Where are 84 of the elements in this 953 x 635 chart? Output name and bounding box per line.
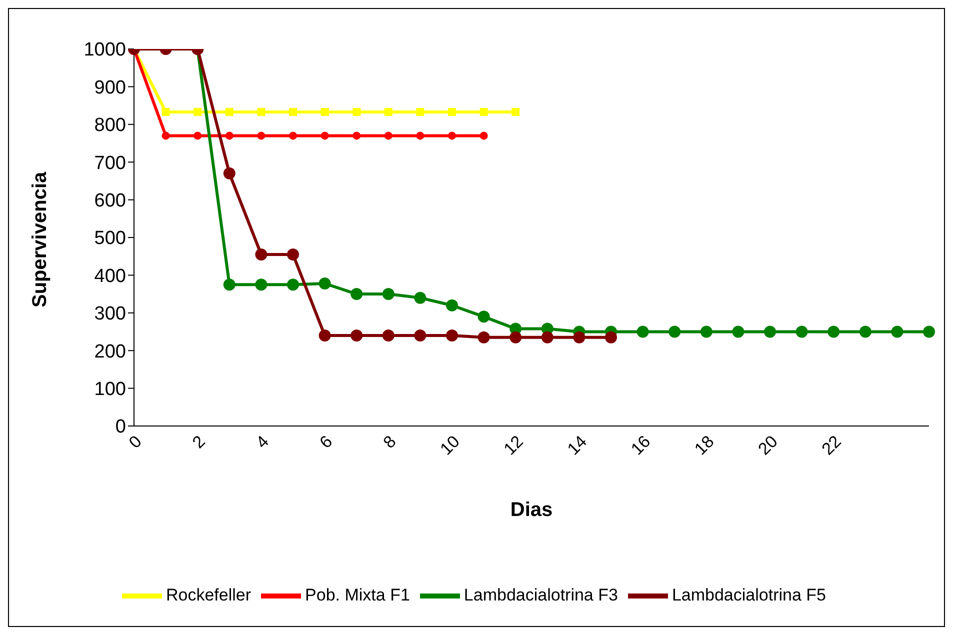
point bbox=[541, 331, 554, 344]
point bbox=[416, 108, 424, 116]
x-tick-label: 2 bbox=[188, 432, 209, 452]
point bbox=[162, 132, 170, 140]
point bbox=[352, 132, 361, 140]
x-tick-label: 6 bbox=[316, 432, 336, 452]
x-tick-label: 20 bbox=[754, 432, 782, 459]
legend-label: Rockefeller bbox=[166, 585, 252, 604]
x-tick-label: 18 bbox=[690, 432, 718, 459]
x-tick-label: 0 bbox=[125, 432, 146, 452]
point bbox=[510, 331, 522, 344]
point bbox=[320, 132, 329, 140]
y-tick-label: 400 bbox=[94, 266, 126, 287]
y-tick-label: 100 bbox=[94, 379, 126, 400]
point bbox=[384, 108, 392, 116]
x-tick-label: 10 bbox=[436, 432, 464, 459]
point bbox=[384, 132, 392, 140]
point bbox=[668, 326, 681, 338]
point bbox=[414, 292, 426, 304]
point bbox=[446, 299, 458, 312]
point bbox=[828, 326, 840, 338]
point bbox=[225, 132, 234, 140]
x-axis-title: Dias bbox=[510, 499, 553, 521]
point bbox=[764, 326, 776, 338]
y-tick-label: 800 bbox=[94, 115, 126, 136]
x-tick-label: 8 bbox=[380, 432, 400, 452]
y-tick-label: 200 bbox=[94, 341, 126, 362]
point bbox=[700, 326, 712, 338]
point bbox=[416, 132, 424, 140]
point bbox=[223, 278, 236, 291]
point bbox=[446, 330, 458, 342]
y-tick-label: 900 bbox=[94, 77, 126, 98]
y-tick-label: 300 bbox=[94, 304, 126, 325]
point bbox=[320, 108, 329, 116]
legend-label: Lambdacialotrina F3 bbox=[464, 585, 618, 604]
point bbox=[318, 277, 331, 290]
point bbox=[382, 330, 394, 342]
point bbox=[162, 108, 170, 116]
legend-label: Pob. Mixta F1 bbox=[305, 585, 410, 604]
point bbox=[255, 248, 268, 260]
point bbox=[287, 278, 299, 291]
y-axis-title: Supervivencia bbox=[29, 171, 52, 308]
point bbox=[194, 108, 202, 116]
point bbox=[573, 331, 586, 344]
point bbox=[414, 330, 426, 342]
point bbox=[289, 108, 297, 116]
point bbox=[257, 132, 266, 140]
x-tick-label: 16 bbox=[627, 432, 654, 459]
y-tick-label: 600 bbox=[94, 190, 126, 212]
point bbox=[287, 248, 299, 260]
point bbox=[223, 167, 236, 180]
y-tick-label: 500 bbox=[94, 228, 126, 250]
point bbox=[257, 108, 266, 116]
point bbox=[289, 132, 297, 140]
point bbox=[478, 310, 490, 323]
point bbox=[512, 108, 520, 116]
point bbox=[891, 326, 904, 338]
y-tick-label: 700 bbox=[94, 152, 126, 174]
point bbox=[480, 108, 488, 116]
x-tick-label: 4 bbox=[252, 432, 273, 452]
y-tick-label: 1000 bbox=[84, 40, 126, 61]
point bbox=[350, 288, 363, 300]
point bbox=[448, 132, 456, 140]
x-tick-label: 22 bbox=[818, 432, 845, 459]
legend-label: Lambdacialotrina F5 bbox=[672, 585, 826, 604]
point bbox=[732, 326, 744, 338]
x-tick-label: 14 bbox=[564, 432, 591, 459]
point bbox=[448, 108, 456, 116]
y-tick-label: 0 bbox=[115, 416, 126, 438]
point bbox=[636, 326, 649, 338]
x-tick-label: 12 bbox=[500, 432, 527, 459]
point bbox=[923, 326, 935, 338]
point bbox=[318, 330, 331, 342]
point bbox=[382, 288, 394, 300]
point bbox=[480, 132, 488, 140]
point bbox=[605, 331, 617, 344]
point bbox=[255, 278, 268, 291]
point bbox=[796, 326, 808, 338]
point bbox=[350, 330, 363, 342]
point bbox=[478, 331, 490, 344]
point bbox=[225, 108, 234, 116]
point bbox=[352, 108, 361, 116]
point bbox=[859, 326, 872, 338]
point bbox=[194, 132, 202, 140]
